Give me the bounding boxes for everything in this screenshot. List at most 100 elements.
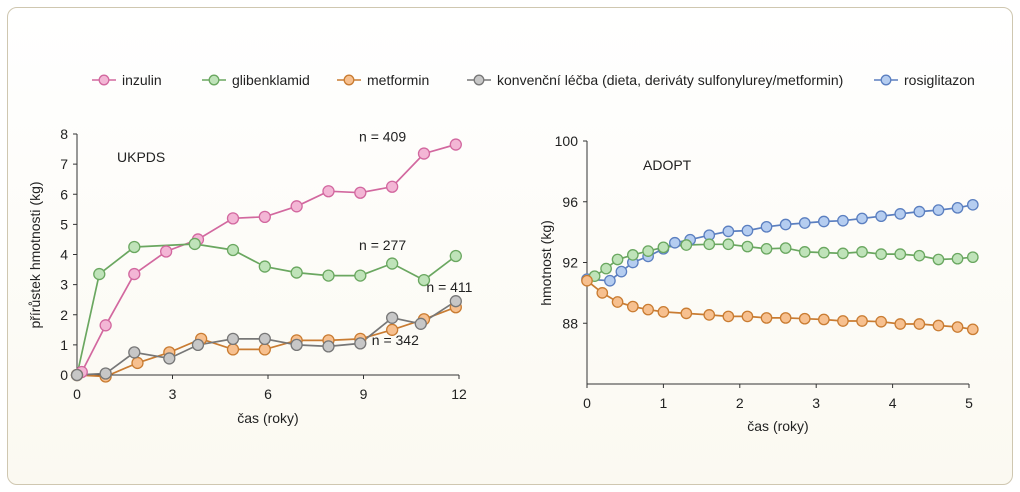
chart0-series-3-point-12 (449, 295, 462, 308)
chart1-series-0-point-11 (760, 220, 773, 233)
chart1-series-2-point-15 (856, 315, 868, 327)
legend-marker-3 (473, 74, 485, 86)
chart1-series-0-point-20 (932, 204, 945, 216)
chart0-x-tick-label-2: 6 (264, 386, 272, 402)
chart1-series-2-point-6 (680, 307, 693, 320)
chart0-x-tick-label-3: 9 (360, 386, 368, 402)
chart0-series-3-point-5 (226, 332, 240, 346)
chart0-y-label: přírůstek hmotnosti (kg) (27, 181, 43, 328)
chart0-series-2-point-5 (226, 343, 240, 356)
chart1-series-2-point-18 (913, 318, 926, 330)
chart0-title: UKPDS (117, 149, 165, 165)
legend-marker-0 (98, 74, 110, 86)
legend-label-3: konvenční léčba (dieta, deriváty sulfony… (497, 72, 843, 88)
chart1-series-1-point-2 (611, 253, 624, 266)
chart1-series-2-point-2 (611, 296, 624, 308)
chart0-series-2-point-6 (258, 343, 271, 356)
chart1-series-1-point-19 (932, 253, 945, 266)
chart0-series-1-point-8 (354, 269, 367, 282)
chart1-series-2-point-21 (966, 323, 979, 336)
chart0-x-tick-label-1: 3 (169, 386, 177, 402)
chart1-x-tick-label-2: 2 (736, 395, 744, 411)
chart1-series-1-point-8 (722, 238, 735, 251)
chart0-series-3-point-4 (191, 338, 205, 352)
chart1-series-2-point-12 (798, 312, 811, 325)
chart0-y-tick-label-0: 0 (60, 367, 68, 383)
chart0-series-2-point-2 (131, 356, 144, 370)
figure-frame (7, 7, 1013, 485)
chart0-series-2-point-10 (385, 323, 399, 336)
chart0-series-1-point-10 (417, 273, 431, 287)
chart1-series-1-point-10 (760, 242, 773, 255)
chart1-y-tick-label-3: 100 (555, 133, 579, 149)
chart0-series-3-point-10 (385, 311, 399, 324)
chart1-series-1-point-9 (741, 240, 754, 253)
chart0-series-3-point-0 (70, 368, 84, 382)
chart1-series-0-point-18 (894, 208, 907, 220)
chart0-series-0-point-10 (354, 186, 367, 199)
chart1-y-tick-label-2: 96 (562, 194, 578, 210)
chart0-series-1-point-9 (385, 257, 399, 270)
chart1-x-label: čas (roky) (747, 418, 808, 434)
legend-label-4: rosiglitazon (904, 72, 975, 88)
chart0-series-1-point-2 (128, 240, 141, 254)
chart0-series-1-point-11 (449, 249, 462, 263)
chart0-series-0-point-6 (226, 212, 240, 225)
chart0-series-3-point-8 (322, 340, 335, 353)
legend-label-2: metformin (367, 72, 429, 88)
chart1-series-0-point-17 (875, 210, 887, 223)
chart0-series-0-point-3 (128, 267, 141, 281)
chart0-series-1-point-1 (93, 267, 106, 281)
chart1-series-0-point-1 (604, 274, 616, 287)
chart1-series-2-point-1 (596, 287, 609, 299)
chart1-series-2-point-7 (703, 309, 716, 321)
chart1-series-1-point-3 (626, 249, 639, 261)
chart1-series-1-point-5 (657, 241, 670, 254)
chart0-series-3-point-11 (414, 317, 427, 330)
chart0-series-0-point-12 (417, 147, 431, 160)
chart0-series-3-point-7 (290, 338, 303, 352)
chart1-series-1-point-11 (779, 242, 792, 254)
chart1-series-0-point-10 (741, 224, 754, 237)
chart1-x-tick-label-1: 1 (660, 395, 668, 411)
chart0-y-tick-label-5: 5 (60, 216, 68, 232)
chart0-series-3-point-6 (258, 332, 271, 346)
chart0-series-0-point-2 (99, 319, 112, 332)
chart1-series-2-point-20 (951, 321, 964, 333)
chart0-x-label: čas (roky) (237, 410, 298, 426)
chart0-x-tick-label-4: 12 (451, 386, 467, 402)
legend-marker-1 (208, 74, 220, 86)
chart1-series-0-point-2 (615, 265, 628, 278)
chart0-y-tick-label-2: 2 (60, 307, 68, 323)
chart1-x-tick-label-3: 3 (812, 395, 820, 411)
chart1-y-tick-label-0: 88 (562, 315, 578, 331)
chart1-series-0-point-19 (913, 205, 926, 218)
chart0-series-0-point-4 (159, 245, 173, 258)
chart0-series-3-point-9 (354, 337, 367, 350)
chart0-y-tick-label-7: 7 (60, 156, 68, 172)
chart0-annotation-1: n = 277 (359, 237, 406, 253)
chart1-series-2-point-17 (894, 318, 907, 330)
chart1-series-2-point-16 (875, 315, 887, 328)
chart0-annotation-2: n = 411 (426, 279, 472, 295)
chart1-series-1-point-1 (600, 262, 612, 275)
chart1-series-2-point-3 (626, 300, 639, 313)
chart0-series-3-point-3 (163, 352, 176, 365)
chart1-series-2-point-14 (837, 315, 849, 327)
chart0-series-1-point-7 (322, 269, 335, 282)
chart1-series-0-point-14 (817, 215, 830, 228)
chart0-y-tick-label-8: 8 (60, 126, 68, 142)
chart1-series-2-point-0 (581, 274, 593, 287)
chart1-series-line-2 (586, 280, 973, 331)
chart0-y-tick-label-6: 6 (60, 186, 68, 202)
chart1-series-2-point-13 (817, 313, 830, 326)
chart1-series-1-point-17 (894, 248, 907, 260)
chart0-y-tick-label-3: 3 (60, 277, 68, 293)
chart1-series-1-point-16 (875, 248, 887, 260)
chart0-series-1-point-3 (188, 237, 201, 251)
chart1-series-2-point-11 (779, 312, 792, 324)
chart1-x-tick-label-0: 0 (583, 395, 591, 411)
chart1-series-line-0 (586, 203, 973, 282)
legend-label-1: glibenklamid (232, 72, 310, 88)
